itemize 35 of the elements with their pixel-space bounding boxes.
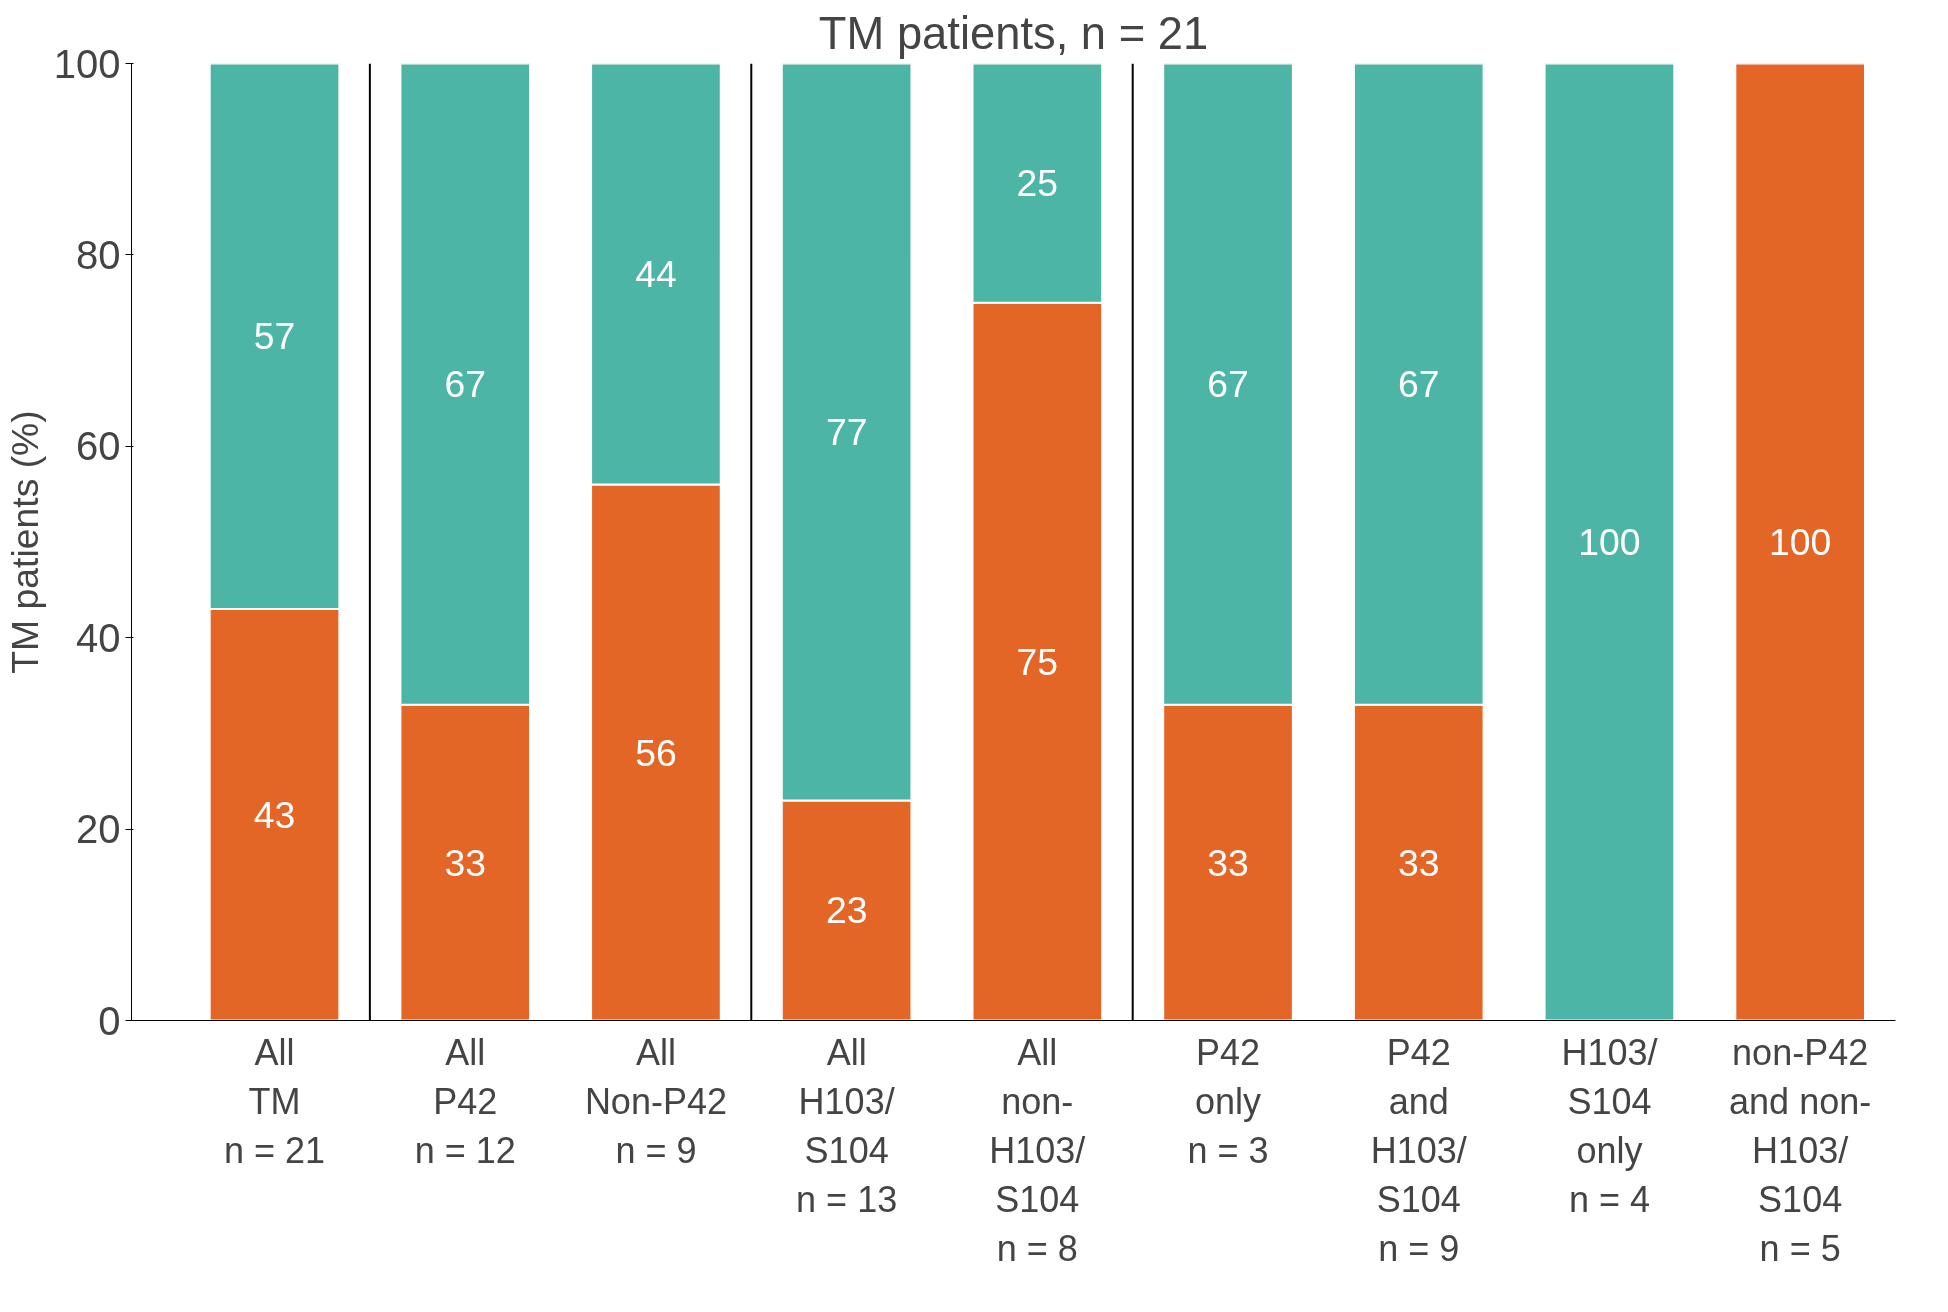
data-label: 67: [444, 363, 486, 406]
bar: [1734, 63, 1866, 1021]
y-axis-title: TM patients (%): [3, 410, 46, 674]
data-label: 100: [1578, 521, 1641, 563]
chart-title: TM patients, n = 21: [818, 7, 1209, 59]
data-label: 33: [1397, 841, 1440, 884]
x-tick-label: All P42 n = 12: [414, 1031, 516, 1171]
data-label: 25: [1016, 162, 1059, 205]
x-tick-label: All TM n = 21: [223, 1031, 326, 1171]
x-tick-label: P42 and H103/ S104 n = 9: [1370, 1031, 1467, 1270]
data-label: 77: [825, 410, 868, 453]
data-label: 67: [1207, 363, 1249, 406]
data-label: 56: [635, 731, 677, 774]
y-tick-label: 80: [76, 232, 121, 277]
y-tick-label: 60: [76, 424, 121, 469]
data-label: 67: [1397, 363, 1440, 406]
data-label: 23: [825, 889, 868, 932]
y-tick-label: 0: [98, 998, 121, 1043]
x-tick-label: H103/ S104 only n = 4: [1561, 1031, 1658, 1221]
data-label: 43: [253, 793, 296, 836]
data-label: 44: [635, 253, 677, 296]
data-label: 75: [1016, 640, 1059, 683]
x-tick-label: All H103/ S104 n = 13: [796, 1031, 898, 1221]
data-label: 33: [1207, 841, 1249, 884]
bar: [1543, 63, 1676, 1021]
data-label: 57: [253, 315, 296, 358]
x-tick-label: P42 only n = 3: [1187, 1031, 1269, 1171]
y-tick-label: 40: [76, 615, 121, 660]
y-tick-label: 100: [53, 41, 121, 86]
x-tick-label: All Non-P42 n = 9: [584, 1031, 727, 1171]
y-tick-label: 20: [76, 807, 121, 852]
data-label: 33: [444, 841, 486, 884]
x-tick-label: non-P42 and non- H103/ S104 n = 5: [1729, 1031, 1872, 1270]
x-tick-label: All non- H103/ S104 n = 8: [989, 1031, 1086, 1270]
data-label: 100: [1769, 521, 1832, 563]
